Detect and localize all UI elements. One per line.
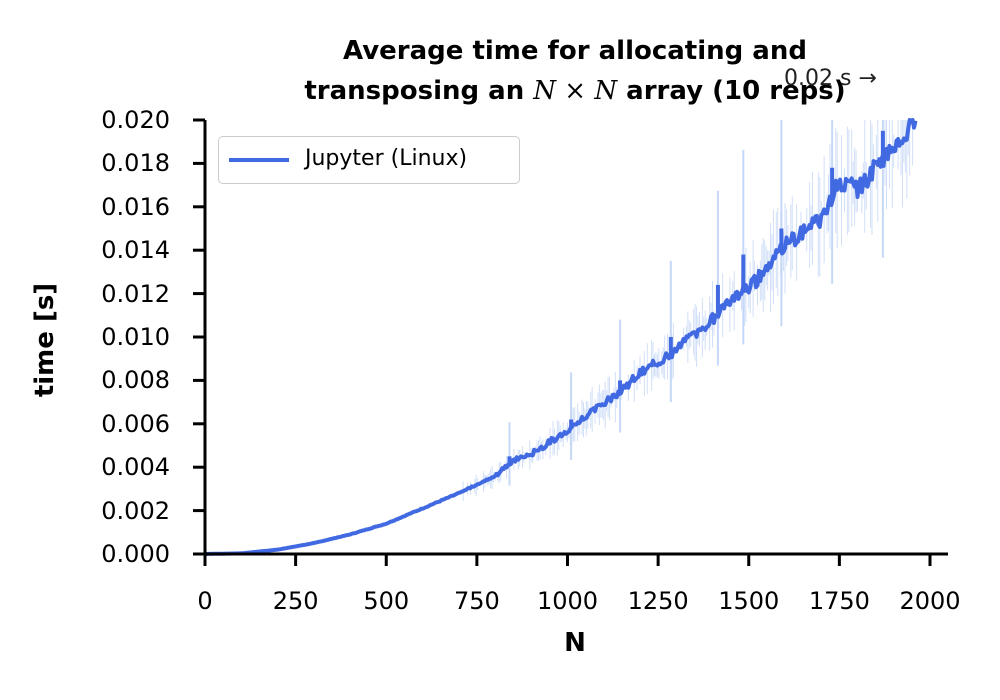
series-line-jupyter-linux xyxy=(204,118,918,556)
y-tick-label: 0.008 xyxy=(101,366,170,395)
y-tick-label: 0.006 xyxy=(101,409,170,438)
y-tick-label: 0.014 xyxy=(101,236,170,265)
x-axis-label: N xyxy=(564,628,586,658)
chart-title-suffix: array (10 reps) xyxy=(617,76,846,106)
y-tick-label: 0.010 xyxy=(101,323,170,351)
x-tick-label: 1500 xyxy=(718,587,780,615)
x-tick-label: 1250 xyxy=(627,587,689,615)
y-tick-label: 0.020 xyxy=(101,106,170,134)
x-tick-label: 0 xyxy=(197,587,213,615)
tick-marks xyxy=(193,118,932,566)
y-tick-label: 0.012 xyxy=(101,279,170,308)
x-tick-label: 500 xyxy=(363,587,410,615)
chart-title-prefix: transposing an xyxy=(304,76,534,106)
series-line-layer xyxy=(204,118,918,556)
y-tick-label: 0.002 xyxy=(101,496,170,525)
x-tick-label: 2000 xyxy=(899,587,961,615)
chart-title-math: N × N xyxy=(533,76,618,106)
x-tick-label: 250 xyxy=(272,587,319,615)
x-tick-label: 1000 xyxy=(536,587,599,615)
y-tick-label: 0.018 xyxy=(101,149,170,178)
legend-swatch xyxy=(229,158,289,162)
y-tick-label: 0.000 xyxy=(101,540,170,568)
x-tick-label: 1750 xyxy=(808,587,870,615)
legend: Jupyter (Linux) xyxy=(218,136,520,184)
legend-label: Jupyter (Linux) xyxy=(305,146,468,171)
y-axis-label: time [s] xyxy=(30,282,60,398)
chart-title-line1: Average time for allocating and xyxy=(343,36,807,66)
y-tick-label: 0.004 xyxy=(101,453,170,482)
x-tick-label: 750 xyxy=(453,587,500,615)
chart-title-line2: transposing an N × N array (10 reps) xyxy=(205,76,945,106)
y-tick-label: 0.016 xyxy=(101,192,170,221)
offscale-annotation: 0.02 s → xyxy=(784,66,877,91)
